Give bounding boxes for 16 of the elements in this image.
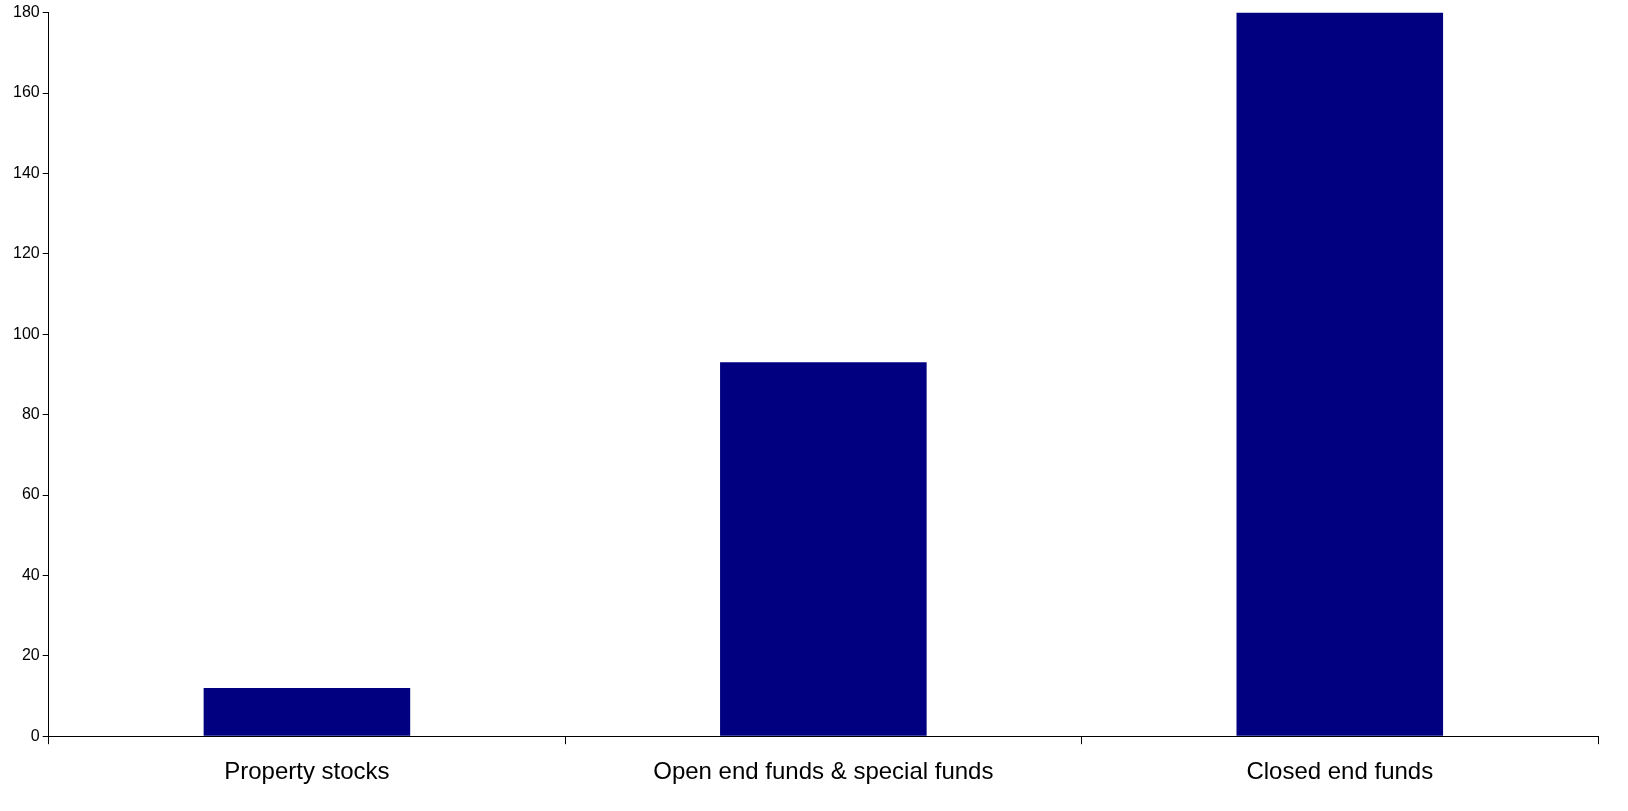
x-tick-label: Closed end funds xyxy=(1246,757,1434,785)
x-tick-label: Open end funds & special funds xyxy=(653,757,994,785)
y-tick-label: 100 xyxy=(12,324,40,342)
y-tick-label: 120 xyxy=(12,244,40,262)
x-tick-label: Property stocks xyxy=(224,757,390,785)
y-tick-label: 140 xyxy=(12,163,40,181)
y-tick-label: 80 xyxy=(21,405,40,423)
bar xyxy=(1236,12,1444,736)
y-tick-label: 180 xyxy=(12,3,40,21)
y-tick-label: 160 xyxy=(12,83,40,101)
y-tick-label: 20 xyxy=(21,646,40,664)
y-tick-label: 40 xyxy=(21,565,40,583)
y-tick-label: 0 xyxy=(30,726,40,744)
y-tick-label: 60 xyxy=(21,485,40,503)
bar xyxy=(720,362,927,736)
bar xyxy=(203,687,411,736)
